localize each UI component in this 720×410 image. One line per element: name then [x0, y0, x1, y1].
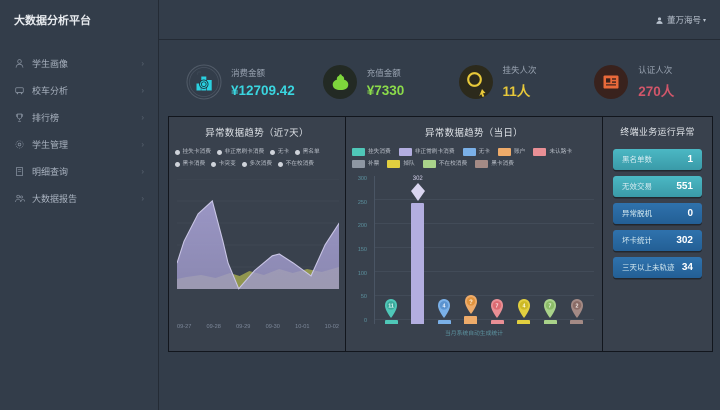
svg-text:7: 7 [496, 304, 499, 310]
svg-text:2: 2 [575, 304, 578, 310]
svg-text:?: ? [469, 300, 473, 306]
svg-text:11: 11 [388, 304, 394, 310]
svg-text:4: 4 [443, 304, 446, 310]
svg-text:4: 4 [522, 304, 525, 310]
svg-text:7: 7 [549, 304, 552, 310]
